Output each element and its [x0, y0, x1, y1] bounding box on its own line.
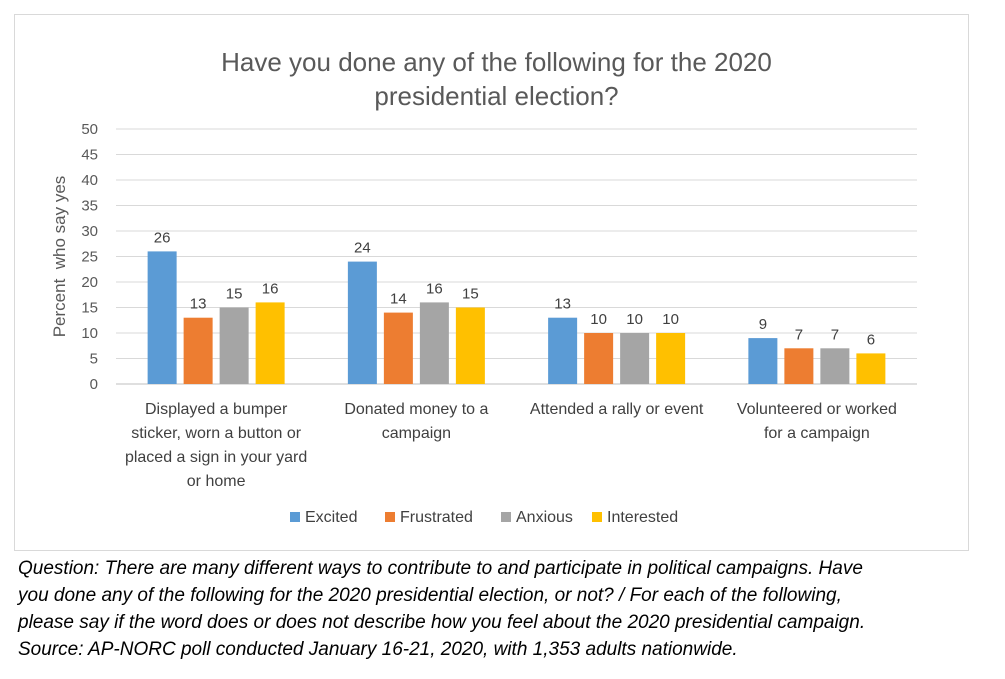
y-tick-label: 5 [90, 351, 98, 368]
bar [419, 302, 449, 384]
y-tick-label: 30 [81, 223, 98, 240]
legend-label: Anxious [516, 509, 573, 526]
legend-swatch [290, 512, 300, 522]
legend-label: Interested [607, 509, 678, 526]
data-label: 26 [154, 229, 171, 246]
y-tick-label: 25 [81, 249, 98, 266]
bar [548, 317, 578, 384]
legend-swatch [501, 512, 511, 522]
data-label: 15 [226, 286, 243, 303]
bar [383, 312, 413, 384]
data-label: 13 [190, 296, 207, 313]
data-label: 10 [590, 311, 607, 328]
x-category-label: sticker, worn a button or [131, 425, 302, 442]
data-label: 6 [867, 331, 875, 348]
data-label: 13 [554, 296, 571, 313]
x-category-label: placed a sign in your yard [125, 449, 307, 466]
x-category-label: Donated money to a [344, 401, 488, 418]
bar [255, 302, 285, 384]
x-category-label: campaign [382, 425, 451, 442]
bar [183, 317, 213, 384]
y-tick-label: 10 [81, 325, 98, 342]
y-tick-label: 15 [81, 300, 98, 317]
caption-line: Source: AP-NORC poll conducted January 1… [18, 639, 738, 660]
bar [347, 261, 377, 384]
chart-caption: Question: There are many different ways … [18, 555, 1003, 663]
legend-label: Frustrated [400, 509, 473, 526]
y-tick-label: 45 [81, 147, 98, 164]
bar [820, 348, 850, 384]
caption-line: Question: There are many different ways … [18, 558, 863, 579]
bar [455, 307, 485, 384]
data-label: 10 [626, 311, 643, 328]
data-label: 15 [462, 286, 479, 303]
data-label: 9 [759, 316, 767, 333]
y-tick-label: 35 [81, 198, 98, 215]
data-label: 14 [390, 291, 407, 308]
data-label: 10 [662, 311, 679, 328]
bar [620, 333, 650, 384]
y-tick-label: 0 [90, 376, 98, 393]
legend-label: Excited [305, 509, 357, 526]
bar [748, 338, 778, 384]
caption-line: you done any of the following for the 20… [18, 585, 842, 606]
x-category-label: Attended a rally or event [530, 401, 704, 418]
x-category-label: Volunteered or worked [737, 401, 897, 418]
y-tick-label: 40 [81, 172, 98, 189]
y-tick-label: 50 [81, 121, 98, 138]
legend-swatch [592, 512, 602, 522]
bar [856, 353, 886, 384]
x-category-label: Displayed a bumper [145, 401, 288, 418]
y-tick-label: 20 [81, 274, 98, 291]
data-label: 16 [426, 280, 443, 297]
bar-chart: 0 5 10 15 20 25 30 35 40 45 50 Percent who say yes 2… [50, 121, 917, 526]
legend-swatch [385, 512, 395, 522]
y-axis-label: Percent who say yes [50, 176, 69, 338]
data-label: 7 [831, 326, 839, 343]
bar [784, 348, 814, 384]
chart-frame: Have you done any of the following for t… [14, 14, 969, 551]
bar [584, 333, 614, 384]
bar [147, 251, 177, 384]
x-category-label: or home [187, 473, 246, 490]
bar [219, 307, 249, 384]
data-label: 16 [262, 280, 279, 297]
chart-title: Have you done any of the following for t… [221, 47, 772, 111]
x-category-label: for a campaign [764, 425, 870, 442]
data-label: 7 [795, 326, 803, 343]
caption-line: please say if the word does or does not … [18, 612, 866, 633]
data-label: 24 [354, 240, 371, 257]
bar [656, 333, 686, 384]
